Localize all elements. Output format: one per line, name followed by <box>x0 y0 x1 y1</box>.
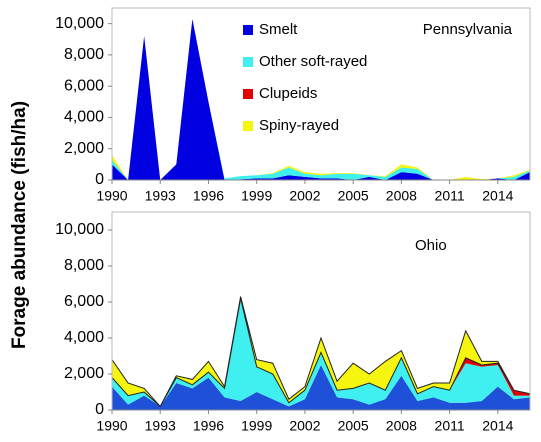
y-axis-label: Forage abundance (fish/ha) <box>9 101 30 349</box>
panel-title: Pennsylvania <box>423 21 513 38</box>
x-tick-label: 2014 <box>482 418 513 434</box>
y-tick-label: 10,000 <box>55 221 104 238</box>
area-series <box>112 18 530 181</box>
x-tick-label: 1993 <box>145 418 176 434</box>
x-tick-label: 1999 <box>241 188 272 204</box>
y-tick-label: 4,000 <box>64 329 104 346</box>
x-tick-label: 1996 <box>193 418 224 434</box>
y-tick-label: 8,000 <box>64 46 104 63</box>
y-tick-label: 0 <box>95 171 104 188</box>
y-tick-label: 10,000 <box>55 15 104 32</box>
legend-swatch <box>243 121 253 131</box>
area-series <box>112 18 530 181</box>
x-tick-label: 2011 <box>435 418 465 434</box>
legend-swatch <box>243 57 253 67</box>
y-tick-label: 6,000 <box>64 293 104 310</box>
x-tick-label: 2011 <box>435 188 465 204</box>
legend-label: Smelt <box>259 21 298 38</box>
panel-title: Ohio <box>415 237 447 254</box>
y-tick-label: 0 <box>95 401 104 418</box>
legend-label: Clupeids <box>259 85 317 102</box>
legend-label: Other soft-rayed <box>259 53 367 70</box>
x-tick-label: 1990 <box>96 418 127 434</box>
x-tick-label: 2002 <box>289 418 320 434</box>
x-tick-label: 2014 <box>482 188 513 204</box>
y-tick-label: 2,000 <box>64 365 104 382</box>
x-tick-label: 2008 <box>386 188 417 204</box>
legend-swatch <box>243 89 253 99</box>
area-series <box>112 365 530 410</box>
x-tick-label: 1999 <box>241 418 272 434</box>
x-tick-label: 1996 <box>193 188 224 204</box>
x-tick-label: 2005 <box>338 188 369 204</box>
area-series <box>112 18 530 181</box>
x-tick-label: 1993 <box>145 188 176 204</box>
x-tick-label: 2008 <box>386 418 417 434</box>
y-tick-label: 6,000 <box>64 77 104 94</box>
y-tick-label: 8,000 <box>64 257 104 274</box>
y-tick-label: 4,000 <box>64 109 104 126</box>
x-tick-label: 2005 <box>338 418 369 434</box>
x-tick-label: 2002 <box>289 188 320 204</box>
legend-label: Spiny-rayed <box>259 117 339 134</box>
area-series <box>112 18 530 181</box>
y-tick-label: 2,000 <box>64 140 104 157</box>
area-series <box>111 296 531 408</box>
legend-swatch <box>243 25 253 35</box>
x-tick-label: 1990 <box>96 188 127 204</box>
